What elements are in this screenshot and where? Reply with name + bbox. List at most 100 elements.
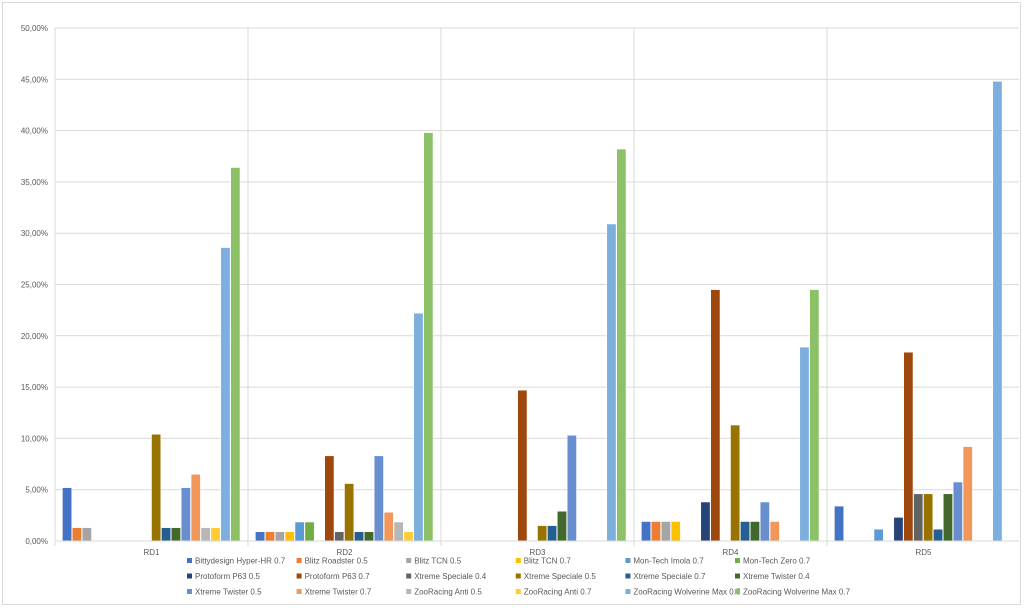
- bar: [284, 531, 295, 542]
- bar: [992, 81, 1003, 542]
- legend-swatch: [296, 589, 302, 594]
- legend-swatch: [515, 589, 521, 594]
- legend-label: Blitz TCN 0.5: [414, 557, 462, 566]
- bar: [180, 487, 191, 542]
- bar: [151, 434, 162, 542]
- legend-swatch: [187, 558, 192, 563]
- y-tick-label: 0,00%: [25, 537, 48, 546]
- bar: [364, 531, 374, 542]
- legend-label: Xtreme Speciale 0.7: [633, 572, 706, 581]
- bar: [759, 501, 770, 542]
- bar: [740, 521, 750, 542]
- bar: [952, 481, 963, 542]
- x-tick-label: RD3: [529, 548, 546, 557]
- bar: [873, 528, 884, 542]
- y-tick-label: 20,00%: [21, 332, 48, 341]
- legend-swatch: [625, 558, 631, 563]
- bar: [517, 389, 528, 542]
- bar: [557, 510, 567, 542]
- y-tick-label: 45,00%: [21, 75, 48, 84]
- bar: [190, 474, 201, 542]
- legend-swatch: [406, 558, 412, 563]
- y-tick-label: 15,00%: [21, 383, 48, 392]
- legend-swatch: [187, 573, 192, 579]
- y-tick-label: 40,00%: [21, 127, 48, 136]
- y-tick-label: 25,00%: [21, 281, 48, 290]
- y-tick-label: 30,00%: [21, 229, 48, 238]
- bar: [304, 521, 315, 542]
- bar: [606, 223, 617, 542]
- bar: [373, 455, 384, 542]
- bar: [809, 289, 820, 542]
- bar: [161, 527, 171, 542]
- bar: [255, 531, 265, 542]
- legend-label: Xtreme Speciale 0.4: [414, 572, 487, 581]
- legend-label: ZooRacing Wolverine Max 0.7: [743, 588, 851, 597]
- bar: [769, 521, 780, 542]
- bar: [393, 521, 404, 542]
- legend-swatch: [406, 573, 412, 579]
- bar: [700, 501, 711, 542]
- legend-label: Protoform P63 0.7: [305, 572, 370, 581]
- y-tick-label: 10,00%: [21, 434, 48, 443]
- legend-swatch: [187, 589, 192, 594]
- legend-label: ZooRacing Anti 0.5: [414, 588, 482, 597]
- legend-swatch: [515, 573, 521, 579]
- x-tick-label: RD2: [336, 548, 353, 557]
- bar: [354, 531, 364, 542]
- x-tick-label: RD4: [722, 548, 739, 557]
- legend-label: Xtreme Speciale 0.5: [524, 572, 597, 581]
- legend-label: Protoform P63 0.5: [195, 572, 260, 581]
- x-tick-label: RD5: [915, 548, 932, 557]
- legend-label: Blitz TCN 0.7: [524, 557, 572, 566]
- bar: [547, 525, 557, 542]
- bar: [923, 493, 934, 542]
- x-tick-label: RD1: [143, 548, 160, 557]
- bar: [383, 512, 394, 542]
- bar: [537, 525, 548, 542]
- bar: [750, 521, 760, 542]
- bar: [566, 435, 577, 542]
- y-tick-label: 50,00%: [21, 24, 48, 33]
- legend-label: Mon-Tech Zero 0.7: [743, 557, 811, 566]
- bar: [670, 521, 681, 542]
- bar: [660, 521, 671, 542]
- bar: [423, 132, 434, 542]
- legend-swatch: [406, 589, 412, 594]
- legend-label: ZooRacing Wolverine Max 0.5: [633, 588, 741, 597]
- legend-swatch: [735, 573, 740, 579]
- bar: [220, 247, 231, 542]
- y-tick-label: 5,00%: [25, 486, 48, 495]
- bar: [616, 148, 627, 542]
- legend-label: Xtreme Twister 0.7: [305, 588, 372, 597]
- legend-swatch: [296, 558, 302, 563]
- legend-swatch: [625, 589, 631, 594]
- bar: [200, 527, 211, 542]
- legend-label: Xtreme Twister 0.4: [743, 572, 810, 581]
- bar: [834, 505, 844, 542]
- bar: [81, 527, 92, 542]
- legend-label: ZooRacing Anti 0.7: [524, 588, 592, 597]
- bar: [324, 455, 335, 542]
- bar: [171, 527, 181, 542]
- bar: [651, 521, 661, 542]
- bar: [72, 527, 82, 542]
- bar: [403, 531, 414, 542]
- legend-swatch: [296, 573, 302, 579]
- bar: [641, 521, 651, 542]
- bar: [210, 527, 221, 542]
- bar: [413, 312, 424, 542]
- bar: [265, 531, 275, 542]
- legend-label: Xtreme Twister 0.5: [195, 588, 262, 597]
- bar: [799, 346, 810, 542]
- legend-swatch: [515, 558, 521, 563]
- bar: [943, 493, 953, 542]
- bar: [294, 521, 305, 542]
- bar: [730, 424, 741, 542]
- bar: [344, 483, 355, 542]
- legend-swatch: [625, 573, 631, 579]
- bar: [230, 167, 241, 542]
- bar: [913, 493, 924, 542]
